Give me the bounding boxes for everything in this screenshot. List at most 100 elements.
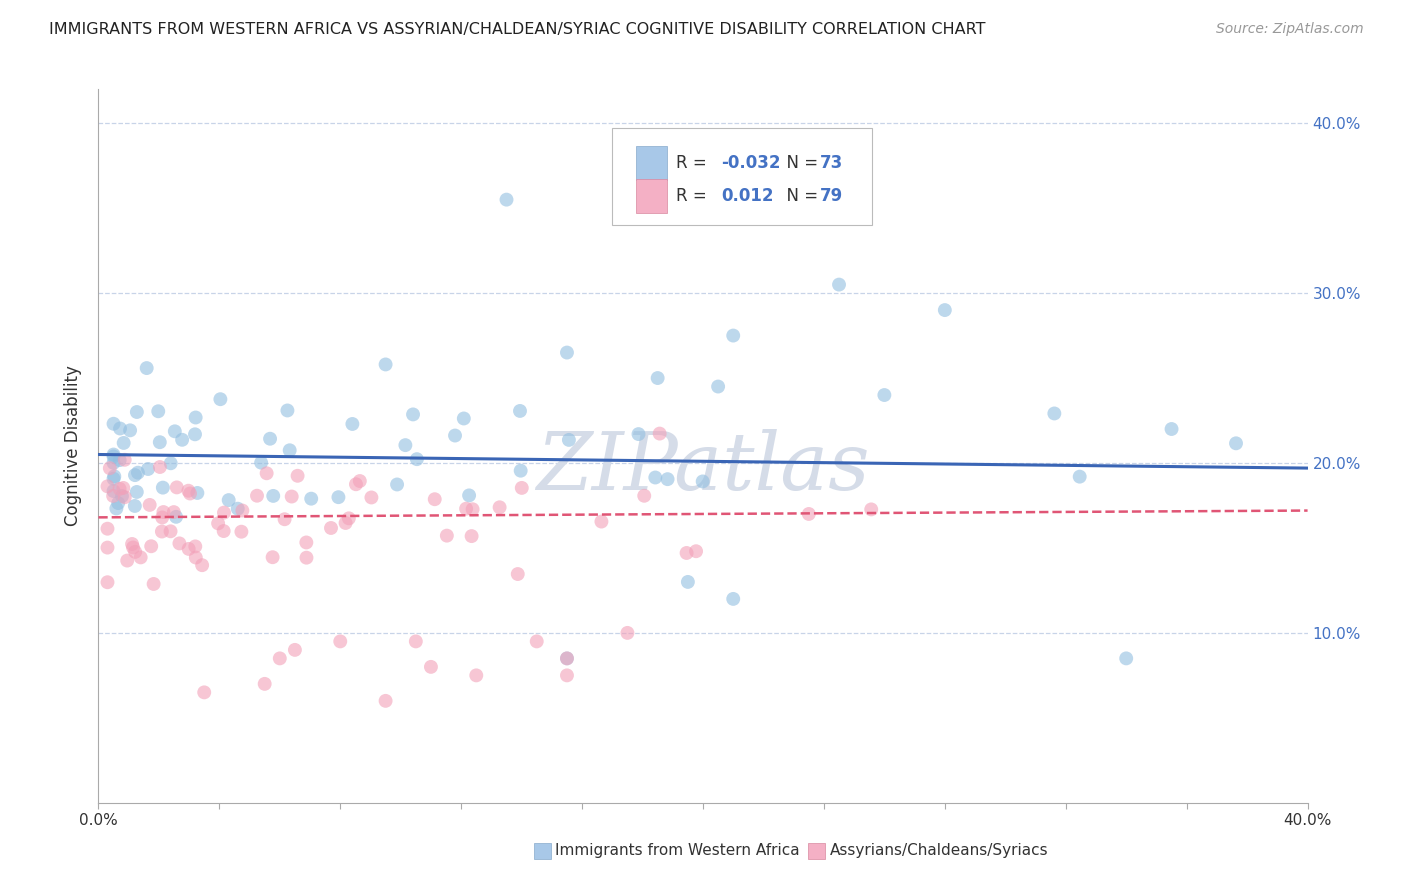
- Point: [136, 462, 159, 476]
- Point: [107, 496, 129, 510]
- Point: [328, 490, 350, 504]
- Point: [406, 452, 429, 467]
- FancyBboxPatch shape: [613, 128, 872, 225]
- Point: [1115, 651, 1137, 665]
- Point: [212, 524, 235, 538]
- Point: [124, 468, 146, 483]
- Point: [246, 489, 269, 503]
- Point: [329, 634, 352, 648]
- Point: [101, 489, 124, 503]
- Point: [262, 489, 284, 503]
- Point: [509, 464, 531, 478]
- Point: [121, 537, 143, 551]
- Point: [193, 685, 215, 699]
- Point: [114, 452, 136, 467]
- Point: [112, 436, 135, 450]
- Point: [707, 379, 730, 393]
- Point: [159, 524, 181, 539]
- Point: [488, 500, 510, 515]
- Point: [423, 492, 446, 507]
- Point: [141, 539, 163, 553]
- Point: [444, 428, 467, 442]
- Point: [1043, 407, 1066, 421]
- Point: [335, 516, 357, 530]
- Point: [685, 544, 707, 558]
- Point: [644, 470, 666, 484]
- Point: [299, 491, 322, 506]
- Point: [152, 505, 174, 519]
- Point: [191, 558, 214, 573]
- Point: [555, 651, 578, 665]
- FancyBboxPatch shape: [637, 145, 666, 180]
- Point: [209, 392, 232, 407]
- Point: [149, 435, 172, 450]
- Text: -0.032: -0.032: [721, 153, 780, 171]
- Point: [1069, 469, 1091, 483]
- Point: [405, 634, 427, 648]
- Point: [96, 479, 118, 493]
- Point: [129, 550, 152, 565]
- Point: [108, 453, 131, 467]
- Point: [172, 433, 194, 447]
- Point: [402, 408, 425, 422]
- Point: [506, 567, 529, 582]
- Text: Immigrants from Western Africa: Immigrants from Western Africa: [555, 844, 800, 858]
- Point: [287, 468, 309, 483]
- Point: [105, 501, 128, 516]
- Point: [337, 511, 360, 525]
- Point: [177, 483, 200, 498]
- Point: [627, 427, 650, 442]
- Point: [103, 472, 125, 486]
- Point: [124, 545, 146, 559]
- Point: [166, 480, 188, 494]
- Point: [138, 498, 160, 512]
- Point: [420, 660, 443, 674]
- Point: [273, 512, 295, 526]
- Point: [295, 535, 318, 549]
- Point: [558, 433, 581, 447]
- Point: [828, 277, 851, 292]
- Point: [103, 456, 125, 470]
- Point: [278, 443, 301, 458]
- Point: [125, 485, 148, 500]
- Point: [374, 358, 396, 372]
- Point: [218, 493, 240, 508]
- Point: [212, 506, 235, 520]
- Point: [342, 417, 364, 431]
- Text: 0.012: 0.012: [721, 187, 773, 205]
- Point: [319, 521, 342, 535]
- Point: [122, 541, 145, 555]
- Point: [723, 328, 745, 343]
- Point: [184, 540, 207, 554]
- Point: [676, 574, 699, 589]
- Point: [374, 694, 396, 708]
- Point: [103, 484, 125, 499]
- Point: [657, 472, 679, 486]
- Point: [344, 477, 367, 491]
- Point: [555, 651, 578, 665]
- Point: [692, 475, 714, 489]
- Text: IMMIGRANTS FROM WESTERN AFRICA VS ASSYRIAN/CHALDEAN/SYRIAC COGNITIVE DISABILITY : IMMIGRANTS FROM WESTERN AFRICA VS ASSYRI…: [49, 22, 986, 37]
- Point: [860, 502, 883, 516]
- Text: Source: ZipAtlas.com: Source: ZipAtlas.com: [1216, 22, 1364, 37]
- Point: [125, 405, 148, 419]
- Point: [256, 467, 278, 481]
- Point: [461, 502, 484, 516]
- Point: [120, 423, 142, 437]
- FancyBboxPatch shape: [637, 179, 666, 213]
- Point: [295, 550, 318, 565]
- Point: [269, 651, 291, 665]
- Point: [509, 404, 531, 418]
- Point: [436, 528, 458, 542]
- Point: [510, 481, 533, 495]
- Point: [163, 505, 186, 519]
- Point: [1160, 422, 1182, 436]
- Point: [385, 477, 408, 491]
- Point: [873, 388, 896, 402]
- Point: [103, 469, 125, 483]
- Point: [96, 575, 118, 590]
- Point: [103, 450, 125, 464]
- Point: [150, 510, 173, 524]
- Text: 79: 79: [820, 187, 844, 205]
- Point: [465, 668, 488, 682]
